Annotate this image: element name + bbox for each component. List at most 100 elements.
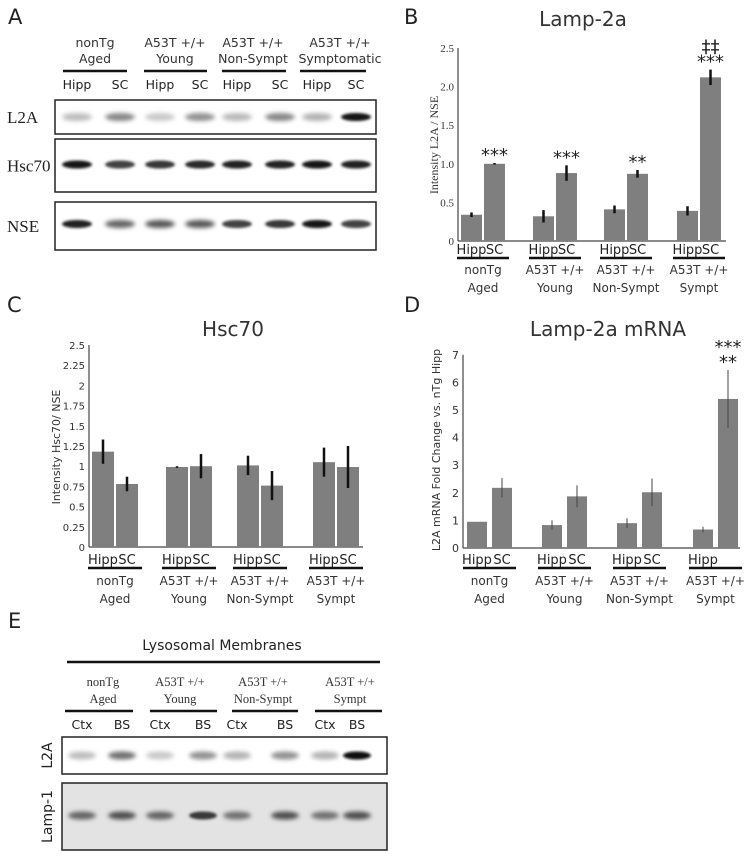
bar-label: SC <box>486 243 503 258</box>
y-tick-label: 2.25 <box>63 361 85 372</box>
protein-band <box>223 751 251 760</box>
significance-marker: ** <box>629 152 647 173</box>
protein-band <box>222 113 252 121</box>
blot-l2a <box>61 736 388 775</box>
protein-band <box>62 220 92 228</box>
bar-label: Hipp <box>529 243 559 258</box>
y-tick-label: 2.5 <box>69 341 85 352</box>
bar <box>461 214 482 241</box>
bar <box>567 496 587 548</box>
bar <box>533 216 554 241</box>
protein-band <box>265 113 295 121</box>
bar-label: Hipp <box>600 243 630 258</box>
protein-band <box>105 160 135 169</box>
lane-label: Ctx <box>149 717 170 732</box>
lane-label: Ctx <box>314 717 335 732</box>
y-tick-label: 0.5 <box>440 197 454 209</box>
group-label-line1: A53T +/+ <box>309 35 370 50</box>
group-label-line2: Sympt <box>696 592 735 606</box>
blot-title: Lysosomal Membranes <box>142 638 301 654</box>
bar-label: Hipp <box>673 243 703 258</box>
protein-band <box>311 811 339 820</box>
bar <box>627 173 648 241</box>
lane-label: BS <box>349 717 365 732</box>
y-tick-label: 2 <box>452 487 459 500</box>
y-tick-label: 0.25 <box>63 523 85 534</box>
protein-band <box>341 160 371 169</box>
protein-band <box>185 160 215 169</box>
bar-label: Hipp <box>88 553 118 568</box>
blot-nse <box>54 201 377 251</box>
group-label-line1: A53T +/+ <box>307 574 366 588</box>
group-label-line2: Non-Sympt <box>234 692 293 706</box>
group-label-line1: A53T +/+ <box>144 35 205 50</box>
bar-label: Hipp <box>688 553 718 568</box>
bar-label: SC <box>339 553 356 568</box>
blot-row-label: L2A <box>7 108 39 127</box>
bar-label: SC <box>558 243 575 258</box>
significance-marker: *** <box>697 52 724 73</box>
group-label-line2: Young <box>536 281 573 295</box>
group-label-line1: A53T +/+ <box>597 263 656 277</box>
y-axis-label: L2A mRNA Fold Change vs. nTg Hipp <box>430 349 443 551</box>
protein-band <box>62 113 92 121</box>
bar-label: Hipp <box>457 243 487 258</box>
y-tick-label: 0 <box>79 543 85 554</box>
bar <box>313 462 335 547</box>
group-label-line2: Aged <box>468 281 499 295</box>
protein-band <box>108 811 136 820</box>
group-label-line1: A53T +/+ <box>155 675 205 689</box>
lane-label: Hipp <box>146 77 175 92</box>
bar <box>700 77 721 241</box>
protein-band <box>146 811 174 820</box>
y-tick-label: 1 <box>79 462 85 473</box>
bar <box>617 523 637 548</box>
protein-band <box>343 811 371 820</box>
bar <box>261 485 283 547</box>
group-label-line2: Young <box>170 592 207 606</box>
bar-label: Hipp <box>309 553 339 568</box>
y-tick-label: 2.5 <box>440 43 454 55</box>
protein-band <box>189 811 217 820</box>
bar-label: SC <box>643 553 660 568</box>
bar-label: SC <box>493 553 510 568</box>
protein-band <box>271 811 299 820</box>
protein-band <box>68 811 96 820</box>
group-label-line1: A53T +/+ <box>535 574 594 588</box>
group-label-line2: Sympt <box>680 281 719 295</box>
bar <box>556 173 577 241</box>
group-label-line1: A53T +/+ <box>610 574 669 588</box>
significance-marker: *** <box>715 337 742 358</box>
panel-letter-e: E <box>8 609 21 633</box>
bar <box>677 210 698 241</box>
group-label-line1: A53T +/+ <box>526 263 585 277</box>
significance-marker: *** <box>481 145 508 166</box>
bar-label: Hipp <box>162 553 192 568</box>
bar <box>237 465 259 547</box>
blot-hsc70 <box>54 138 377 193</box>
lane-label: SC <box>112 77 129 92</box>
y-axis-label: Intensity L2A / NSE <box>427 96 441 194</box>
y-tick-label: 3 <box>452 459 459 472</box>
bar <box>718 398 738 548</box>
bar-label: Hipp <box>233 553 263 568</box>
y-tick-label: 1.5 <box>69 422 85 433</box>
group-label-line1: A53T +/+ <box>670 263 729 277</box>
group-label-line1: A53T +/+ <box>325 675 375 689</box>
lane-label: BS <box>114 717 130 732</box>
panel-letter-b: B <box>404 5 418 29</box>
lane-label: BS <box>277 717 293 732</box>
bar-label: Hipp <box>462 553 492 568</box>
group-label-line2: Sympt <box>317 592 356 606</box>
bar <box>337 467 359 547</box>
y-tick-label: 0.75 <box>63 482 85 493</box>
bar <box>92 451 114 547</box>
group-label-line1: nonTg <box>87 675 120 689</box>
protein-band <box>62 160 92 169</box>
protein-band <box>108 751 136 760</box>
bar <box>467 521 487 548</box>
protein-band <box>341 220 371 228</box>
y-axis-label: Intensity Hsc70/ NSE <box>50 390 63 505</box>
lane-label: SC <box>272 77 289 92</box>
group-label-line2: Sympt <box>334 692 367 706</box>
